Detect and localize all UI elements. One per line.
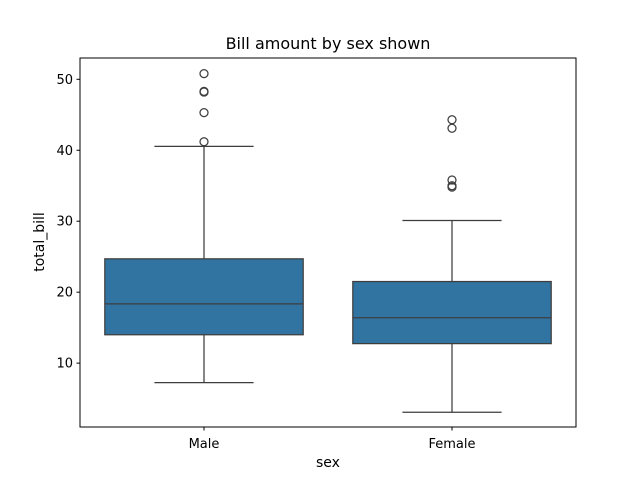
chart-title: Bill amount by sex shown bbox=[226, 34, 431, 53]
outlier-point-female bbox=[447, 115, 457, 125]
box-male bbox=[104, 258, 304, 336]
y-tick-label: 10 bbox=[56, 357, 73, 372]
y-tick-label: 50 bbox=[56, 73, 73, 88]
outlier-point-female bbox=[447, 182, 457, 192]
x-axis-label: sex bbox=[316, 455, 340, 471]
x-tick-label: Male bbox=[189, 437, 220, 452]
x-tick-label: Female bbox=[428, 437, 475, 452]
outlier-point-male bbox=[199, 68, 209, 79]
y-tick-label: 40 bbox=[56, 144, 73, 159]
y-axis: 10 20 30 40 50 bbox=[56, 73, 80, 372]
box-group-male bbox=[104, 68, 304, 384]
y-tick-label: 30 bbox=[56, 215, 73, 230]
outlier-point-male bbox=[199, 108, 209, 118]
outlier-point-male bbox=[199, 86, 209, 96]
box-female bbox=[352, 280, 552, 345]
plot-frame bbox=[79, 57, 577, 428]
outlier-point-female bbox=[447, 175, 457, 185]
x-axis: Male Female bbox=[189, 427, 476, 452]
outlier-point-female bbox=[447, 123, 457, 133]
box-group-female bbox=[352, 115, 552, 413]
y-axis-label: total_bill bbox=[32, 212, 48, 272]
outlier-point-male bbox=[199, 137, 209, 147]
plot-area bbox=[104, 68, 552, 413]
y-tick-label: 20 bbox=[56, 286, 73, 301]
